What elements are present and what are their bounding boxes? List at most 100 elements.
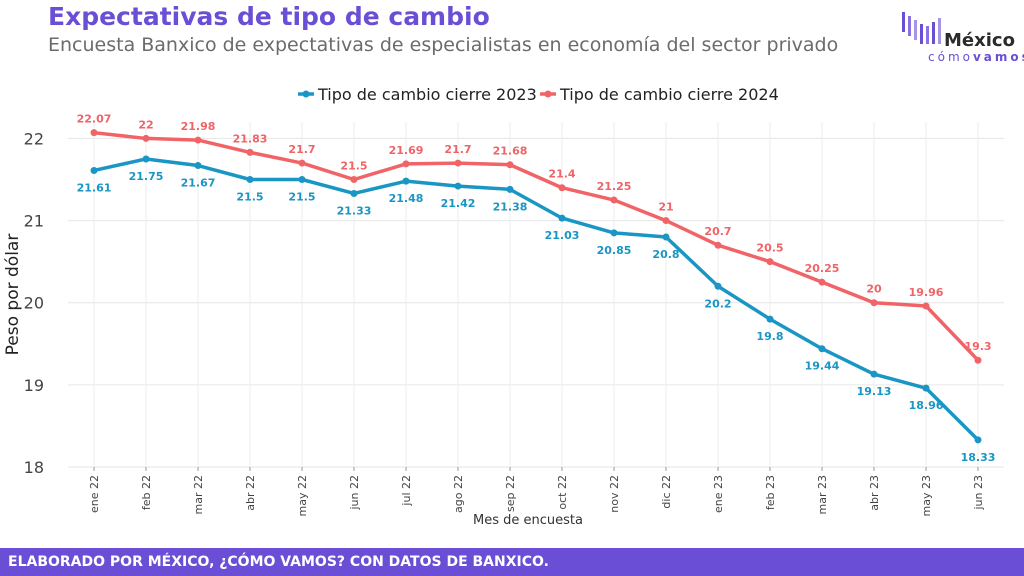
data-label: 18.33 bbox=[961, 451, 996, 464]
data-label: 21.38 bbox=[493, 200, 528, 213]
data-point bbox=[714, 241, 722, 249]
data-label: 22 bbox=[138, 118, 153, 131]
logo-tag-bold: vamos bbox=[972, 50, 1024, 64]
data-label: 20 bbox=[866, 283, 882, 296]
data-point bbox=[766, 315, 774, 323]
x-tick-label: oct 22 bbox=[556, 475, 569, 510]
data-point bbox=[974, 356, 982, 364]
x-tick-label: nov 22 bbox=[608, 475, 621, 513]
data-point bbox=[506, 185, 514, 193]
x-tick-label: jul 22 bbox=[400, 475, 413, 507]
data-label: 20.5 bbox=[756, 242, 783, 255]
data-label: 19.8 bbox=[756, 330, 783, 343]
data-label: 21.03 bbox=[545, 229, 580, 242]
data-point bbox=[142, 134, 150, 142]
x-tick-label: ene 23 bbox=[712, 475, 725, 513]
data-point bbox=[506, 161, 514, 169]
data-label: 21.61 bbox=[77, 181, 112, 194]
exchange-rate-line-chart: Tipo de cambio cierre 2023 Tipo de cambio… bbox=[3, 85, 1004, 528]
footer-credit: ELABORADO POR MÉXICO, ¿CÓMO VAMOS? CON D… bbox=[8, 554, 549, 570]
data-point bbox=[870, 370, 878, 378]
data-point bbox=[298, 159, 306, 167]
data-label: 19.44 bbox=[805, 360, 840, 373]
data-point bbox=[350, 176, 358, 183]
page-subtitle: Encuesta Banxico de expectativas de espe… bbox=[48, 34, 839, 56]
mexico-como-vamos-logo: México cómovamos bbox=[898, 10, 1024, 66]
legend-entry: Tipo de cambio cierre 2023 bbox=[317, 85, 537, 104]
data-point bbox=[402, 177, 410, 185]
data-label: 21 bbox=[658, 201, 673, 214]
data-point bbox=[870, 299, 878, 307]
data-label: 21.25 bbox=[597, 180, 632, 193]
data-label: 21.7 bbox=[288, 143, 315, 156]
x-tick-label: jun 23 bbox=[972, 475, 985, 511]
footer-bar: ELABORADO POR MÉXICO, ¿CÓMO VAMOS? CON D… bbox=[0, 548, 1024, 576]
data-point bbox=[922, 384, 930, 392]
data-point bbox=[818, 278, 826, 286]
data-label: 21.69 bbox=[389, 144, 424, 157]
x-tick-label: ene 22 bbox=[88, 475, 101, 513]
legend: Tipo de cambio cierre 2023 Tipo de cambio… bbox=[298, 85, 779, 104]
logo-tagline: cómovamos bbox=[928, 50, 1024, 64]
x-tick-label: feb 22 bbox=[140, 475, 153, 510]
data-label: 21.83 bbox=[233, 132, 268, 145]
data-label: 21.48 bbox=[389, 192, 424, 205]
axes: 18 19 20 21 22 ene 22 feb 22 mar 22 abr 22 may 22… bbox=[3, 129, 985, 528]
data-label: 21.7 bbox=[444, 143, 471, 156]
data-point bbox=[90, 129, 98, 137]
data-label: 21.33 bbox=[337, 204, 372, 217]
x-tick-label: may 23 bbox=[920, 475, 933, 516]
data-point bbox=[818, 345, 826, 353]
data-point bbox=[298, 176, 306, 183]
data-point bbox=[610, 196, 618, 204]
x-tick-label: feb 23 bbox=[764, 475, 777, 510]
data-point bbox=[246, 148, 254, 156]
data-point bbox=[350, 189, 358, 197]
x-axis-title: Mes de encuesta bbox=[473, 513, 583, 528]
data-label: 21.68 bbox=[493, 145, 528, 158]
data-label: 21.75 bbox=[129, 170, 164, 183]
data-label: 21.67 bbox=[181, 177, 216, 190]
data-point bbox=[246, 176, 254, 183]
data-point bbox=[922, 302, 930, 310]
x-tick-label: may 22 bbox=[296, 475, 309, 516]
data-label: 20.7 bbox=[704, 225, 731, 238]
x-tick-label: sep 22 bbox=[504, 475, 517, 512]
data-label: 19.13 bbox=[857, 385, 892, 398]
grid-layer bbox=[68, 122, 1004, 468]
data-point bbox=[194, 162, 202, 170]
series-line bbox=[93, 157, 980, 442]
data-label: 18.96 bbox=[909, 399, 944, 412]
y-tick-label: 18 bbox=[24, 458, 44, 477]
data-label: 20.85 bbox=[597, 244, 632, 257]
data-point bbox=[454, 159, 462, 167]
x-tick-label: mar 23 bbox=[816, 475, 829, 514]
data-point bbox=[714, 282, 722, 290]
data-label: 19.3 bbox=[964, 340, 991, 353]
data-label: 22.07 bbox=[77, 113, 112, 126]
y-tick-label: 22 bbox=[24, 129, 44, 148]
data-label: 20.2 bbox=[704, 297, 731, 310]
data-label: 20.25 bbox=[805, 262, 840, 275]
x-tick-label: ago 22 bbox=[452, 475, 465, 513]
data-point bbox=[662, 217, 670, 225]
data-label: 21.5 bbox=[288, 191, 315, 204]
data-label: 21.98 bbox=[181, 120, 216, 133]
y-tick-label: 21 bbox=[24, 212, 44, 231]
data-label: 20.8 bbox=[652, 248, 679, 261]
logo-name: México bbox=[944, 30, 1015, 51]
data-point bbox=[402, 160, 410, 168]
page-title: Expectativas de tipo de cambio bbox=[48, 2, 490, 31]
data-point bbox=[90, 166, 98, 174]
y-tick-label: 20 bbox=[24, 294, 44, 313]
data-label: 21.42 bbox=[441, 197, 476, 210]
legend-entry: Tipo de cambio cierre 2024 bbox=[559, 85, 779, 104]
x-tick-label: jun 22 bbox=[348, 475, 361, 511]
x-tick-label: abr 23 bbox=[868, 475, 881, 511]
series-line bbox=[93, 130, 980, 362]
data-point bbox=[142, 155, 150, 163]
logo-tag-light: cómo bbox=[928, 50, 973, 64]
data-point bbox=[558, 184, 566, 192]
x-tick-label: mar 22 bbox=[192, 475, 205, 514]
legend-swatch-dot bbox=[544, 90, 552, 98]
